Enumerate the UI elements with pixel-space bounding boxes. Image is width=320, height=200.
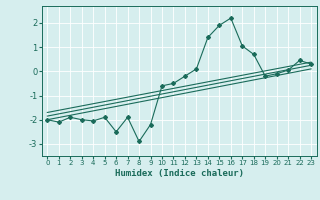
X-axis label: Humidex (Indice chaleur): Humidex (Indice chaleur)	[115, 169, 244, 178]
